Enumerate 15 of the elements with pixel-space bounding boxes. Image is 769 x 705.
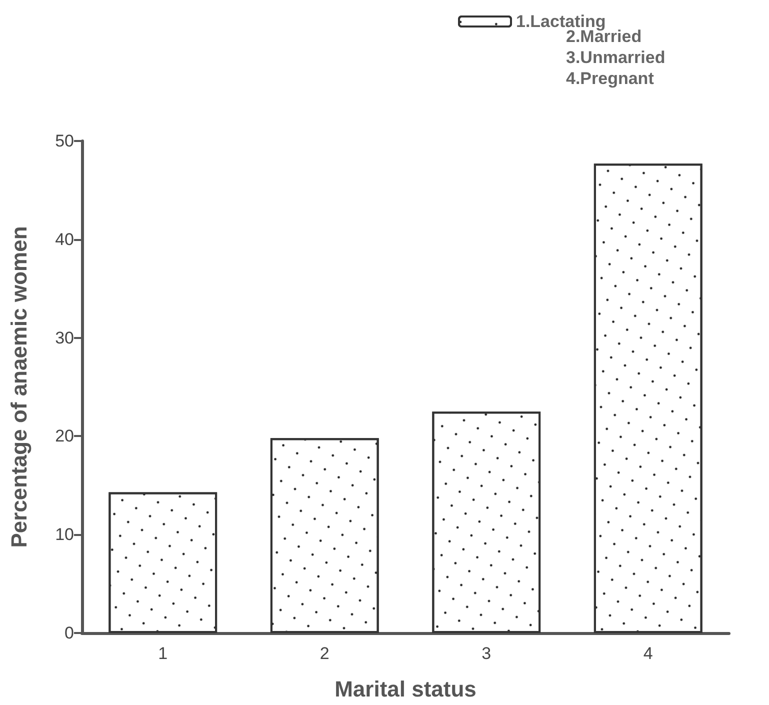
x-tick-label: 2 (320, 644, 330, 663)
y-axis-title: Percentage of anaemic women (6, 226, 32, 548)
y-tick-label: 40 (55, 230, 74, 249)
x-axis-title: Marital status (334, 676, 476, 702)
text: 4.Pregnant (566, 69, 654, 88)
x-tick-label: 1 (158, 644, 168, 663)
legend-label: 1.Lactating (516, 12, 606, 31)
y-tick-label: 20 (55, 426, 74, 446)
x-tick-label: 4 (643, 644, 653, 663)
y-tick-label: 10 (55, 525, 74, 544)
y-tick-label: 0 (64, 624, 74, 642)
x-tick-label: 3 (482, 644, 492, 663)
text: 3.Unmarried (566, 48, 666, 67)
y-tick-label: 50 (55, 132, 74, 150)
y-tick-label: 30 (55, 328, 74, 348)
